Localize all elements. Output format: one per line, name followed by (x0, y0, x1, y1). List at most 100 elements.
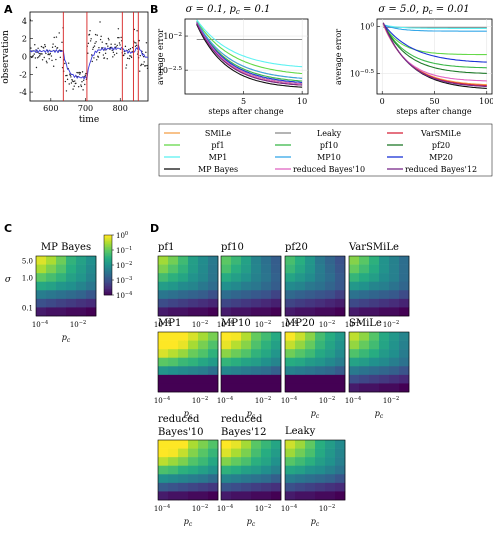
heatmap-cell (379, 366, 390, 376)
heatmap-cell (76, 307, 87, 317)
heatmap-cell (325, 474, 336, 484)
observation-point (67, 62, 70, 64)
heatmap-cell (208, 340, 219, 350)
heatmap-cell (178, 340, 189, 350)
observation-point (89, 30, 91, 32)
observation-point (40, 53, 42, 55)
colorbar-tick-label: 10−2 (116, 261, 132, 270)
heatmap-cell (251, 357, 262, 367)
heatmap-cell (188, 332, 199, 341)
heatmap-cell (231, 357, 242, 367)
observation-point (90, 38, 92, 40)
series-line (382, 23, 487, 63)
heatmap-cell (251, 491, 262, 501)
heatmap-cell (315, 440, 326, 449)
colorbar-step (104, 235, 112, 237)
observation-point (104, 49, 106, 51)
heatmap-frame (220, 255, 282, 317)
heatmap-cell (198, 440, 209, 449)
heatmap-cell (325, 366, 336, 376)
heatmap-cell (56, 298, 67, 308)
heatmap-cell (271, 349, 282, 359)
heatmap-cell (36, 264, 47, 274)
heatmap-xtick-label: 10−2 (319, 396, 335, 405)
heatmap-cell (158, 474, 169, 484)
heatmap-cell (261, 474, 272, 484)
heatmap-cell (221, 474, 232, 484)
heatmap-cell (335, 298, 346, 308)
observation-point (130, 56, 133, 59)
legend-label: reduced Bayes'10 (293, 165, 365, 174)
heatmap-cell (315, 256, 326, 265)
observation-point (73, 85, 75, 87)
heatmap-xtick-label: 10−2 (383, 320, 399, 329)
colorbar-step (104, 289, 112, 291)
observation-point (125, 67, 127, 69)
heatmap-cell (305, 281, 316, 291)
heatmap-cell (305, 290, 316, 300)
heatmap-cell (46, 307, 57, 317)
heatmap-cell (325, 374, 336, 384)
heatmap-cell (221, 290, 232, 300)
series-line (196, 22, 303, 83)
heatmap-cell (315, 307, 326, 317)
colorbar-step (104, 293, 112, 296)
heatmap-frame (35, 255, 97, 317)
heatmap-cell (261, 349, 272, 359)
observation-point (30, 47, 32, 49)
heatmap-cell (66, 290, 77, 300)
heatmap-cell (369, 281, 380, 291)
observation-point (78, 71, 80, 74)
observation-point (107, 37, 110, 40)
heatmap-cell (285, 290, 296, 300)
heatmap-cell (221, 256, 232, 265)
colorbar-step (104, 277, 112, 279)
heatmap-cell (325, 349, 336, 359)
heatmap-cell (261, 290, 272, 300)
observation-point (54, 45, 57, 48)
heatmap-cell (168, 298, 179, 308)
heatmap-cell (208, 457, 219, 467)
observation-point (40, 45, 43, 48)
heatmap-cell (295, 264, 306, 274)
heatmap-cell (315, 366, 326, 376)
heatmap-cell (399, 332, 410, 341)
heatmap-cell (325, 281, 336, 291)
observation-point (34, 44, 36, 46)
heatmap-cell (369, 349, 380, 359)
observation-point (65, 74, 67, 77)
heatmap-cell (349, 281, 360, 291)
panel-b-left-ylabel: average error (156, 29, 165, 85)
heatmap-cell (198, 290, 209, 300)
heatmap-xtick-label: 10−2 (319, 320, 335, 329)
heatmap-cell (221, 281, 232, 291)
heatmap-cell (379, 357, 390, 367)
heatmap-cell (295, 281, 306, 291)
heatmap-cell (168, 482, 179, 492)
heatmap-cell (379, 264, 390, 274)
observation-point (104, 52, 107, 55)
heatmap-cell (208, 440, 219, 449)
observation-point (64, 62, 66, 65)
heatmap-cell (188, 298, 199, 308)
heatmap-cell (295, 366, 306, 376)
heatmap-cell (315, 264, 326, 274)
heatmap-cell (198, 374, 209, 384)
heatmap-cell (315, 357, 326, 367)
colorbar-step (104, 239, 112, 242)
legend-label: SMiLe (205, 129, 232, 138)
heatmap-cell (305, 332, 316, 341)
observation-point (134, 45, 137, 47)
heatmap-cell (349, 332, 360, 341)
legend-label: MP10 (317, 153, 341, 162)
heatmap-cell (188, 366, 199, 376)
heatmap-cell (295, 307, 306, 317)
heatmap-cell (285, 366, 296, 376)
heatmap-cell (188, 474, 199, 484)
heatmap-cell (399, 383, 410, 393)
heatmap-cell (36, 273, 47, 283)
heatmap-cell (399, 290, 410, 300)
heatmap-cell (231, 273, 242, 283)
ytick-label: 10−2.5 (158, 66, 182, 75)
observation-point (81, 81, 83, 83)
